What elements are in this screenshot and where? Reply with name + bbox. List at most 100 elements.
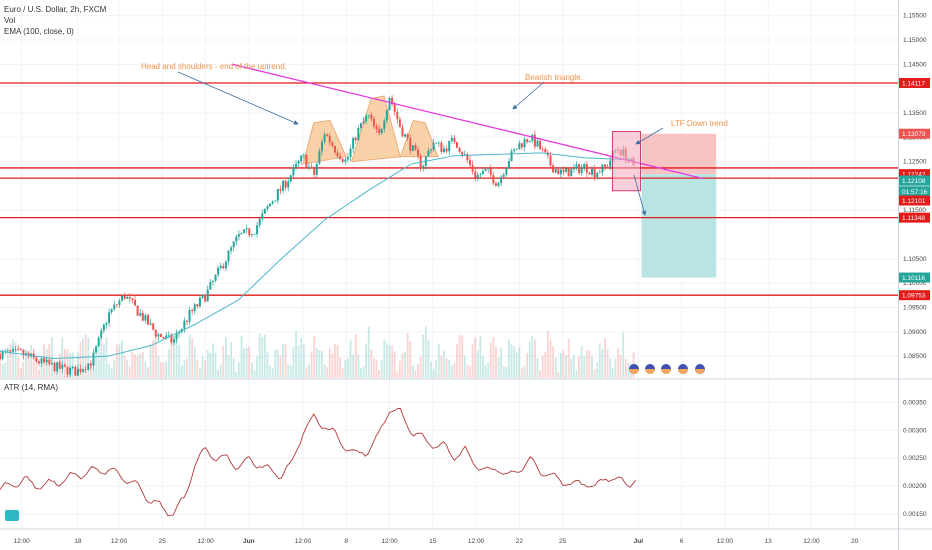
candle-body bbox=[466, 154, 469, 161]
volume-bar bbox=[562, 349, 565, 378]
volume-bar bbox=[354, 333, 357, 378]
volume-bar bbox=[593, 369, 596, 378]
volume-bar bbox=[6, 346, 9, 378]
volume-bar bbox=[17, 356, 20, 378]
candle-body bbox=[243, 229, 246, 234]
ema-label[interactable]: EMA (100, close, 0) bbox=[4, 27, 74, 36]
ema-path bbox=[0, 152, 633, 360]
volume-bar bbox=[546, 330, 549, 378]
volume-bar bbox=[539, 370, 541, 378]
triangle-annotation: Bearish triangle. bbox=[525, 73, 583, 82]
volume-bar bbox=[419, 356, 422, 378]
volume-bar bbox=[305, 367, 308, 378]
candle-body bbox=[307, 166, 310, 168]
symbol-label[interactable]: Euro / U.S. Dollar, 2h, FXCM bbox=[4, 5, 107, 14]
candle-body bbox=[481, 171, 484, 175]
volume-bar bbox=[310, 351, 313, 378]
vol-label[interactable]: Vol bbox=[4, 16, 16, 25]
volume-bar bbox=[136, 355, 139, 378]
event-icons[interactable] bbox=[629, 364, 705, 374]
candle-body bbox=[198, 297, 201, 307]
volume-bar bbox=[500, 347, 503, 378]
candle-body bbox=[118, 300, 121, 305]
volume-bar bbox=[25, 354, 27, 378]
volume-bar bbox=[502, 366, 505, 378]
candle-body bbox=[494, 183, 497, 186]
candle-body bbox=[154, 329, 157, 337]
volume-bar bbox=[123, 355, 126, 378]
candle-body bbox=[113, 304, 116, 310]
volume-bar bbox=[232, 357, 235, 378]
candle-body bbox=[359, 123, 362, 128]
candle-body bbox=[4, 350, 7, 352]
candle-body bbox=[333, 145, 336, 153]
volume-bar bbox=[165, 361, 168, 378]
ema-line bbox=[0, 152, 633, 360]
volume-bar bbox=[585, 350, 588, 378]
candle-body bbox=[591, 168, 594, 175]
candle-body bbox=[136, 305, 139, 316]
price-tag-label: 01:57:16 bbox=[902, 189, 928, 196]
candle-body bbox=[567, 168, 570, 177]
candle-body bbox=[139, 313, 142, 316]
volume-bar bbox=[128, 366, 131, 378]
time-tick-label: Jun bbox=[243, 538, 255, 545]
horizontal-levels[interactable] bbox=[0, 82, 898, 296]
candle-body bbox=[188, 310, 191, 322]
candle-body bbox=[372, 118, 375, 127]
volume-bar bbox=[554, 357, 557, 378]
candle-body bbox=[346, 157, 349, 160]
volume-bars bbox=[0, 326, 635, 378]
volume-bar bbox=[479, 336, 482, 378]
volume-bar bbox=[199, 368, 201, 378]
volume-bar bbox=[297, 345, 300, 378]
volume-bar bbox=[56, 370, 59, 378]
volume-bar bbox=[97, 348, 100, 378]
candle-body bbox=[310, 166, 313, 169]
volume-bar bbox=[175, 330, 178, 378]
candle-body bbox=[344, 159, 347, 162]
candle-body bbox=[211, 280, 214, 282]
candle-body bbox=[409, 138, 412, 151]
volume-bar bbox=[40, 359, 43, 378]
volume-bar bbox=[113, 360, 116, 378]
short-position-tool[interactable] bbox=[641, 133, 717, 278]
candle-body bbox=[406, 134, 409, 139]
candle-body bbox=[74, 366, 77, 376]
candle-body bbox=[201, 294, 204, 298]
time-tick-label: 12:00 bbox=[13, 538, 30, 545]
volume-bar bbox=[22, 361, 25, 378]
candle-body bbox=[313, 168, 316, 175]
candle-body bbox=[24, 353, 27, 356]
volume-bar bbox=[302, 344, 305, 378]
price-tick-label: 1.12500 bbox=[903, 159, 927, 166]
candle-body bbox=[526, 139, 529, 143]
volume-bar bbox=[440, 355, 443, 378]
candle-body bbox=[380, 128, 383, 134]
price-tick-label: 1.14500 bbox=[903, 61, 927, 68]
atr-legend: ATR (14, RMA) bbox=[4, 382, 58, 393]
candle-body bbox=[183, 320, 186, 329]
volume-bar bbox=[214, 353, 217, 378]
price-tick-label: 1.13500 bbox=[903, 110, 927, 117]
candle-body bbox=[391, 97, 394, 105]
candle-body bbox=[302, 154, 305, 156]
candle-body bbox=[276, 189, 279, 201]
candle-body bbox=[22, 350, 25, 356]
candle-body bbox=[357, 127, 360, 141]
volume-bar bbox=[243, 348, 245, 378]
volume-bar bbox=[583, 355, 586, 378]
candle-body bbox=[393, 104, 396, 112]
candle-body bbox=[404, 134, 407, 137]
volume-bar bbox=[450, 365, 453, 378]
time-tick-label: 12:00 bbox=[111, 538, 128, 545]
volume-bar bbox=[110, 368, 113, 378]
volume-bar bbox=[326, 367, 329, 378]
time-tick-label: 13 bbox=[765, 538, 773, 545]
atr-label[interactable]: ATR (14, RMA) bbox=[4, 383, 59, 392]
volume-bar bbox=[606, 349, 609, 378]
candle-body bbox=[606, 166, 609, 168]
volume-bar bbox=[180, 365, 183, 378]
volume-bar bbox=[559, 353, 562, 378]
